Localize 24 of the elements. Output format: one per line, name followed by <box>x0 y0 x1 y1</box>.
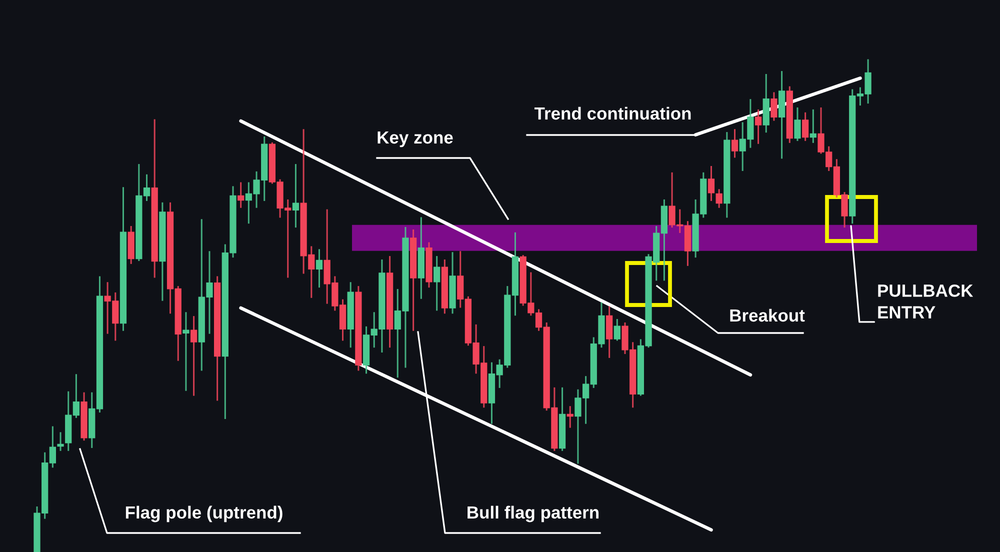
candlestick <box>238 182 244 208</box>
candlestick <box>754 109 762 144</box>
candlestick <box>190 316 198 396</box>
annotation: Trend continuation <box>534 106 691 120</box>
annotation: Bull flag pattern <box>468 506 599 522</box>
candlestick <box>794 107 801 141</box>
text: PULLBACK ENTRY <box>878 284 974 318</box>
candlestick <box>182 312 190 391</box>
candlestick <box>566 406 574 428</box>
candlestick <box>57 432 64 451</box>
annotation: Key zone <box>378 131 453 148</box>
candlestick <box>606 306 613 358</box>
annotation: Flag pole (uptrend) <box>126 506 282 522</box>
candlestick <box>434 256 440 311</box>
candlestick <box>731 129 738 158</box>
candlestick <box>770 92 778 121</box>
candlestick <box>810 109 816 143</box>
candlestick <box>802 112 809 141</box>
candlestick <box>292 164 300 228</box>
candlestick <box>716 189 722 208</box>
candlestick <box>614 319 620 341</box>
candlestick <box>316 249 323 288</box>
candlestick <box>708 166 715 201</box>
annotation: Breakout <box>730 308 805 322</box>
